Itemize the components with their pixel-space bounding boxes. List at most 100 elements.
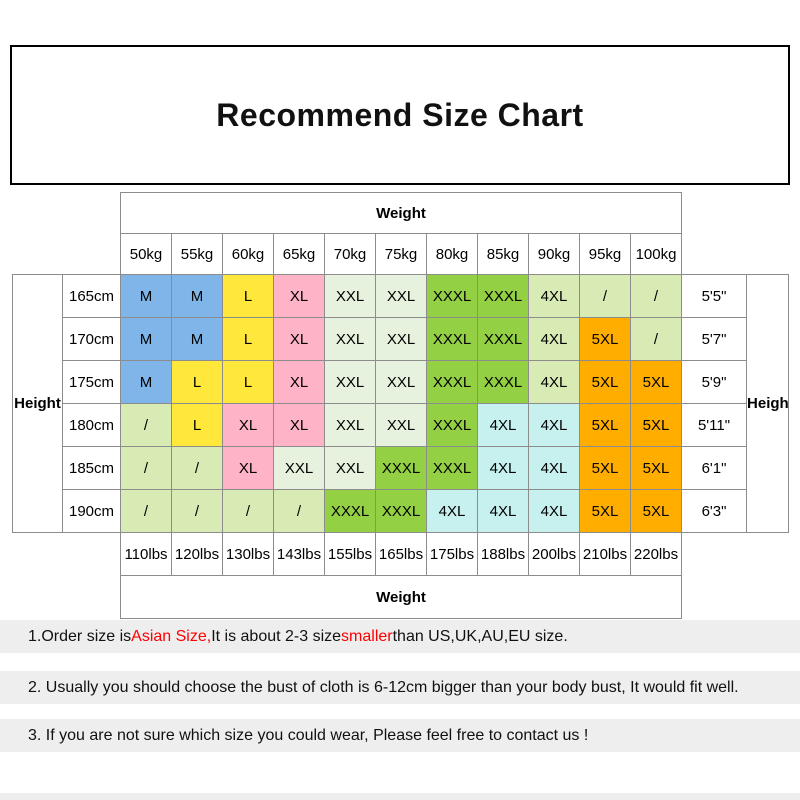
note-band: 2. Usually you should choose the bust of… [0, 671, 800, 704]
size-cell: M [171, 274, 223, 318]
weight-kg-label: 85kg [477, 233, 529, 275]
size-cell: 5XL [629, 360, 683, 404]
height-cm-label: 165cm [62, 274, 121, 318]
weight-axis-label-top: Weight [119, 192, 683, 234]
size-cell: XXL [273, 446, 325, 490]
size-cell: M [120, 317, 172, 361]
size-table-body: Height 165cm M M L XL XXL XXL XXXL XXXL 4XL //5'5" H… [12, 274, 790, 533]
size-cell: / [120, 403, 172, 447]
weight-kg-label: 90kg [528, 233, 580, 275]
size-cell: XXXL [375, 446, 427, 490]
size-cell: XXL [375, 274, 427, 318]
height-cm-label: 185cm [62, 446, 121, 490]
size-cell: 4XL [528, 360, 580, 404]
size-cell: XXL [375, 317, 427, 361]
size-cell: 4XL [528, 489, 580, 533]
weight-lbs-label: 130lbs [222, 532, 274, 576]
size-cell: / [120, 446, 172, 490]
size-cell: / [120, 489, 172, 533]
size-cell: XL [273, 317, 325, 361]
page-title: Recommend Size Chart [216, 96, 584, 133]
weight-kg-label: 75kg [375, 233, 427, 275]
size-cell: L [222, 360, 274, 404]
size-cell: 5XL [579, 489, 631, 533]
size-cell: / [273, 489, 325, 533]
size-cell: 5XL [629, 403, 683, 447]
weight-kg-label: 80kg [426, 233, 478, 275]
size-chart-table: Weight 50kg 55kg 60kg 65kg 70kg 75kg 80k… [12, 192, 790, 619]
size-cell: XL [273, 403, 325, 447]
weight-kg-label: 60kg [222, 233, 274, 275]
note-text: It is about 2-3 size [211, 627, 342, 645]
size-cell: / [171, 446, 223, 490]
size-cell: / [629, 274, 683, 318]
size-cell: XL [273, 274, 325, 318]
size-cell: / [222, 489, 274, 533]
note-text-highlight: smaller [341, 627, 393, 645]
note-text-highlight: Asian Size, [131, 627, 212, 645]
size-cell: XXL [324, 317, 376, 361]
size-cell: XXXL [426, 360, 478, 404]
size-cell: 4XL [426, 489, 478, 533]
weight-kg-label: 65kg [273, 233, 325, 275]
weight-kg-label: 95kg [579, 233, 631, 275]
size-cell: XXL [324, 446, 376, 490]
size-cell: XL [273, 360, 325, 404]
note-text: 3. If you are not sure which size you co… [28, 726, 589, 744]
size-cell: 4XL [528, 317, 580, 361]
size-cell: XXXL [426, 317, 478, 361]
height-cm-label: 180cm [62, 403, 121, 447]
height-cm-label: 170cm [62, 317, 121, 361]
size-cell: 5XL [579, 403, 631, 447]
size-cell: M [171, 317, 223, 361]
note-text: 1.Order size is [28, 627, 132, 645]
size-cell: XXXL [477, 274, 529, 318]
weight-lbs-label: 165lbs [375, 532, 427, 576]
size-cell: XXXL [426, 446, 478, 490]
height-axis-label-right: Height [746, 274, 790, 533]
weight-lbs-label: 110lbs [120, 532, 172, 576]
height-ft-label: 5'11" [681, 403, 748, 447]
size-cell: L [222, 274, 274, 318]
size-cell: / [629, 317, 683, 361]
weight-kg-label: 55kg [171, 233, 223, 275]
height-ft-label: 6'1" [681, 446, 748, 490]
size-cell: 5XL [629, 489, 683, 533]
note-text: than US,UK,AU,EU size. [392, 627, 568, 645]
size-row: 175cm M L L XL XXL XXL XXXL XXXL 4XL 5XL 5XL 5'9" [13, 360, 789, 404]
height-ft-label: 5'5" [681, 274, 748, 318]
note-band: 1.Order size is Asian Size, It is about … [0, 620, 800, 653]
size-row: Height 165cm M M L XL XXL XXL XXXL XXXL 4XL //5'5" H… [12, 274, 790, 533]
size-cell: 4XL [477, 489, 529, 533]
weight-header-row: Weight [12, 192, 789, 275]
size-cell: L [171, 360, 223, 404]
size-cell: XXL [375, 360, 427, 404]
weight-lbs-label: 220lbs [629, 532, 683, 576]
height-ft-label: 5'7" [681, 317, 748, 361]
size-cell: XXXL [477, 317, 529, 361]
size-cell: M [120, 274, 172, 318]
size-cell: XL [222, 403, 274, 447]
size-cell: L [171, 403, 223, 447]
size-cell: 4XL [477, 446, 529, 490]
size-cell: XXXL [375, 489, 427, 533]
weight-lbs-label: 200lbs [528, 532, 580, 576]
weight-lbs-label: 143lbs [273, 532, 325, 576]
weight-lbs-label: 188lbs [477, 532, 529, 576]
size-cell: 4XL [477, 403, 529, 447]
size-cell: XL [222, 446, 274, 490]
table-head-rows: Weight 50kg 55kg 60kg 65kg 70kg 75kg 80k… [12, 192, 789, 275]
table-foot-rows: 110lbs 120lbs 130lbs 143lbs 155lbs 165lb… [12, 532, 789, 619]
blank-corner-bottom-right [681, 532, 789, 619]
size-cell: 4XL [528, 274, 580, 318]
size-cell: L [222, 317, 274, 361]
weight-lbs-label: 210lbs [579, 532, 631, 576]
height-cm-label: 190cm [62, 489, 121, 533]
height-ft-label: 5'9" [681, 360, 748, 404]
size-cell: / [579, 274, 631, 318]
size-cell: XXXL [426, 274, 478, 318]
size-row: 170cm M M L XL XXL XXL XXXL XXXL 4XL 5XL/5'7" [13, 317, 789, 361]
weight-axis-label-bottom: Weight [119, 575, 683, 619]
height-cm-label: 175cm [62, 360, 121, 404]
